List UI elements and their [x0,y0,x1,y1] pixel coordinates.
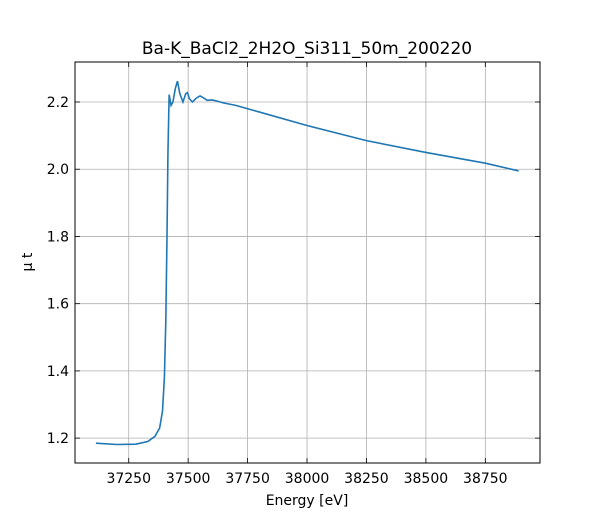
plot-frame [74,61,541,464]
x-tick-label: 37500 [166,471,211,487]
data-line [95,80,519,446]
y-tick-label: 1.8 [47,229,69,245]
x-tick-label: 38000 [285,471,330,487]
x-tick-label: 37250 [106,471,151,487]
x-tick-label: 37750 [225,471,270,487]
x-tick-label: 38500 [404,471,449,487]
y-tick-label: 1.2 [47,431,69,447]
y-axis-label: μ t [20,252,36,271]
chart-title: Ba-K_BaCl2_2H2O_Si311_50m_200220 [142,39,472,59]
y-tick-label: 1.6 [47,297,69,313]
x-tick-label: 38750 [463,471,508,487]
y-tick-label: 2.0 [47,162,69,178]
y-tick-label: 1.4 [47,364,69,380]
y-tick-label: 2.2 [47,95,69,111]
x-axis-label: Energy [eV] [266,493,349,509]
x-tick-label: 38250 [344,471,389,487]
